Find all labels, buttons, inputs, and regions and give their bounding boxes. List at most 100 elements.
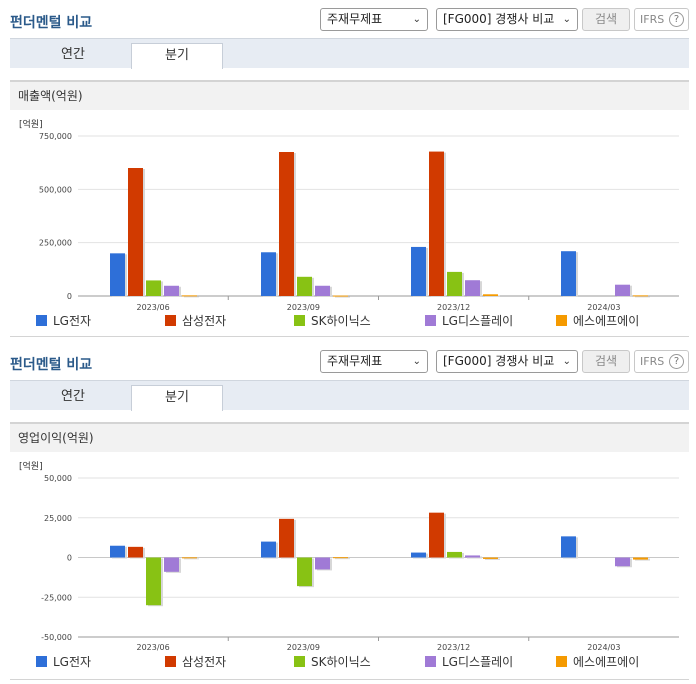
search-button[interactable]: 검색 bbox=[582, 350, 630, 373]
help-icon[interactable]: ? bbox=[669, 12, 684, 27]
period-tabs: 연간 분기 bbox=[10, 380, 689, 411]
bar-shadow bbox=[184, 558, 199, 560]
bar-shadow bbox=[485, 295, 500, 297]
bar-에스에프에이 bbox=[333, 295, 348, 297]
legend-swatch bbox=[425, 315, 436, 326]
legend-label: 삼성전자 bbox=[182, 655, 227, 669]
legend-label: 에스에프에이 bbox=[573, 655, 640, 669]
operating-profit-section: 펀더멘털 비교 주재무제표 ⌄ [FG000] 경쟁사 비교 ⌄ 검색 IFRS… bbox=[0, 342, 696, 684]
statement-select[interactable]: 주재무제표 ⌄ bbox=[320, 8, 428, 31]
legend-swatch bbox=[165, 315, 176, 326]
unit-label: [억원] bbox=[19, 462, 43, 472]
x-tick-label: 2023/12 bbox=[437, 643, 470, 652]
bar-shadow bbox=[485, 558, 500, 560]
chart-title: 매출액(억원) bbox=[10, 80, 689, 110]
ifrs-button[interactable]: IFRS ? bbox=[634, 350, 689, 373]
bar-LG디스플레이 bbox=[315, 285, 330, 296]
chevron-down-icon: ⌄ bbox=[412, 356, 421, 367]
divider bbox=[10, 679, 689, 680]
search-button[interactable]: 검색 bbox=[582, 8, 630, 31]
legend-swatch bbox=[556, 656, 567, 667]
legend-swatch bbox=[36, 656, 47, 667]
y-tick-label: 250,000 bbox=[39, 239, 72, 248]
ifrs-label: IFRS bbox=[640, 13, 665, 26]
tab-quarter[interactable]: 분기 bbox=[131, 385, 223, 411]
bar-shadow bbox=[635, 296, 650, 298]
legend-swatch bbox=[556, 315, 567, 326]
statement-select-value: 주재무제표 bbox=[327, 354, 383, 368]
unit-label: [억원] bbox=[19, 120, 43, 130]
ifrs-button[interactable]: IFRS ? bbox=[634, 8, 689, 31]
y-tick-label: -25,000 bbox=[41, 593, 72, 602]
x-tick-label: 2023/09 bbox=[287, 303, 320, 312]
legend-label: 삼성전자 bbox=[182, 314, 227, 328]
bar-shadow bbox=[184, 296, 199, 298]
bar-삼성전자 bbox=[429, 512, 444, 558]
bar-삼성전자 bbox=[128, 546, 143, 558]
y-tick-label: 750,000 bbox=[39, 132, 72, 141]
legend-swatch bbox=[425, 656, 436, 667]
legend-label: LG디스플레이 bbox=[442, 314, 514, 328]
legend-swatch bbox=[294, 656, 305, 667]
bar-에스에프에이 bbox=[182, 557, 197, 559]
legend-label: SK하이닉스 bbox=[311, 655, 371, 669]
bar-LG전자 bbox=[411, 246, 426, 296]
bar-에스에프에이 bbox=[182, 295, 197, 297]
chevron-down-icon: ⌄ bbox=[562, 356, 571, 367]
bar-LG디스플레이 bbox=[164, 285, 179, 296]
bar-LG전자 bbox=[261, 252, 276, 296]
x-tick-label: 2024/03 bbox=[587, 643, 620, 652]
bar-삼성전자 bbox=[128, 168, 143, 296]
tab-annual[interactable]: 연간 bbox=[61, 47, 85, 62]
bar-LG전자 bbox=[411, 552, 426, 558]
peer-select-value: [FG000] 경쟁사 비교 bbox=[443, 354, 555, 368]
section-title: 펀더멘털 비교 bbox=[10, 15, 93, 31]
help-icon[interactable]: ? bbox=[669, 354, 684, 369]
chart-legend: LG전자 삼성전자 SK하이닉스 LG디스플레이 에스에프에이 bbox=[0, 313, 696, 329]
chevron-down-icon: ⌄ bbox=[562, 14, 571, 25]
bar-SK하이닉스 bbox=[447, 271, 462, 296]
bar-LG디스플레이 bbox=[465, 555, 480, 558]
chart-legend: LG전자 삼성전자 SK하이닉스 LG디스플레이 에스에프에이 bbox=[0, 654, 696, 670]
x-tick-label: 2023/06 bbox=[137, 303, 170, 312]
x-tick-label: 2023/09 bbox=[287, 643, 320, 652]
peer-select[interactable]: [FG000] 경쟁사 비교 ⌄ bbox=[436, 350, 578, 373]
bar-shadow bbox=[335, 558, 350, 560]
bar-에스에프에이 bbox=[483, 294, 498, 296]
statement-select[interactable]: 주재무제표 ⌄ bbox=[320, 350, 428, 373]
legend-label: SK하이닉스 bbox=[311, 314, 371, 328]
tab-annual[interactable]: 연간 bbox=[61, 389, 85, 404]
bar-LG전자 bbox=[110, 253, 125, 296]
tab-quarter[interactable]: 분기 bbox=[131, 43, 223, 69]
bar-에스에프에이 bbox=[333, 557, 348, 559]
y-tick-label: -50,000 bbox=[41, 633, 72, 642]
bar-SK하이닉스 bbox=[297, 557, 312, 587]
divider bbox=[10, 336, 689, 337]
bar-에스에프에이 bbox=[483, 557, 498, 559]
bar-LG디스플레이 bbox=[164, 557, 179, 572]
y-tick-label: 50,000 bbox=[44, 474, 72, 483]
bar-LG디스플레이 bbox=[465, 280, 480, 296]
legend-label: LG디스플레이 bbox=[442, 655, 514, 669]
statement-select-value: 주재무제표 bbox=[327, 12, 383, 26]
bar-SK하이닉스 bbox=[146, 280, 161, 296]
chevron-down-icon: ⌄ bbox=[412, 14, 421, 25]
revenue-chart: 0 250,000 500,000 750,000 2023/06 2023/09 2023… bbox=[39, 132, 679, 312]
bar-SK하이닉스 bbox=[297, 276, 312, 296]
bar-LG전자 bbox=[561, 251, 576, 296]
y-tick-label: 500,000 bbox=[39, 185, 72, 194]
bar-LG디스플레이 bbox=[315, 557, 330, 570]
bar-에스에프에이 bbox=[633, 295, 648, 297]
chart-title: 영업이익(억원) bbox=[10, 422, 689, 452]
bar-삼성전자 bbox=[279, 518, 294, 558]
peer-select[interactable]: [FG000] 경쟁사 비교 ⌄ bbox=[436, 8, 578, 31]
legend-label: 에스에프에이 bbox=[573, 314, 640, 328]
bar-LG디스플레이 bbox=[615, 284, 630, 296]
bar-삼성전자 bbox=[279, 152, 294, 296]
bar-에스에프에이 bbox=[633, 557, 648, 560]
x-tick-label: 2024/03 bbox=[587, 303, 620, 312]
peer-select-value: [FG000] 경쟁사 비교 bbox=[443, 12, 555, 26]
y-tick-label: 25,000 bbox=[44, 514, 72, 523]
y-tick-label: 0 bbox=[67, 292, 72, 301]
bar-SK하이닉스 bbox=[146, 557, 161, 606]
